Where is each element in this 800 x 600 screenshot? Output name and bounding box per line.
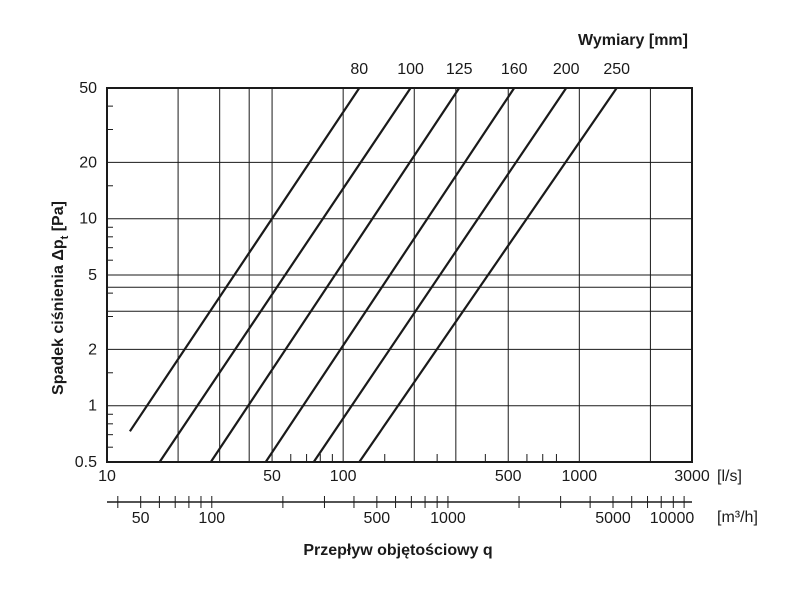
y-axis-title-unit: [Pa] (50, 201, 67, 236)
duct-line-80 (128, 87, 361, 432)
y-tick-label: 10 (79, 211, 97, 228)
x2-tick-label: 5000 (595, 510, 631, 527)
x2-tick-label: 1000 (430, 510, 466, 527)
y-axis-title-main: Spadek ciśnienia Δp (50, 239, 67, 395)
x2-tick-label: 500 (364, 510, 391, 527)
duct-label-125: 125 (446, 61, 473, 78)
x-tick-label: 10 (98, 468, 116, 485)
duct-label-80: 80 (350, 61, 368, 78)
top-label: Wymiary [mm] (578, 32, 688, 49)
y-tick-label: 50 (79, 80, 97, 97)
duct-label-100: 100 (397, 61, 424, 78)
duct-line-250 (358, 87, 618, 463)
x2-tick-label: 100 (198, 510, 225, 527)
duct-label-250: 250 (603, 61, 630, 78)
y-tick-label: 5 (88, 267, 97, 284)
duct-line-125 (209, 87, 461, 463)
x2-unit-label: [m³/h] (717, 509, 758, 526)
y-tick-label: 20 (79, 154, 97, 171)
duct-size-lines (128, 87, 618, 463)
duct-line-160 (264, 87, 516, 463)
horizontal-gridlines (107, 161, 692, 407)
x-unit-label: [l/s] (717, 468, 742, 485)
m3h-axis: 50 100 500 1000 5000 10000 (107, 496, 694, 527)
y-tick-label: 0.5 (75, 454, 97, 471)
x-tick-label: 100 (330, 468, 357, 485)
x-axis-title: Przepływ objętościowy q (303, 542, 492, 559)
x-tick-label: 1000 (562, 468, 598, 485)
x2-tick-label: 50 (132, 510, 150, 527)
y-axis-title: Spadek ciśnienia Δpt [Pa] (50, 201, 71, 395)
x-tick-label: 500 (495, 468, 522, 485)
plot-frame (106, 87, 693, 463)
y-axis-title-sub: t (59, 235, 71, 239)
duct-label-200: 200 (553, 61, 580, 78)
duct-line-100 (158, 87, 412, 463)
y-tick-label: 1 (88, 398, 97, 415)
duct-line-200 (312, 87, 568, 463)
x-tick-label: 3000 (674, 468, 710, 485)
x2-tick-label: 10000 (650, 510, 695, 527)
y-tick-label: 2 (88, 341, 97, 358)
duct-label-160: 160 (501, 61, 528, 78)
x-tick-label: 50 (263, 468, 281, 485)
